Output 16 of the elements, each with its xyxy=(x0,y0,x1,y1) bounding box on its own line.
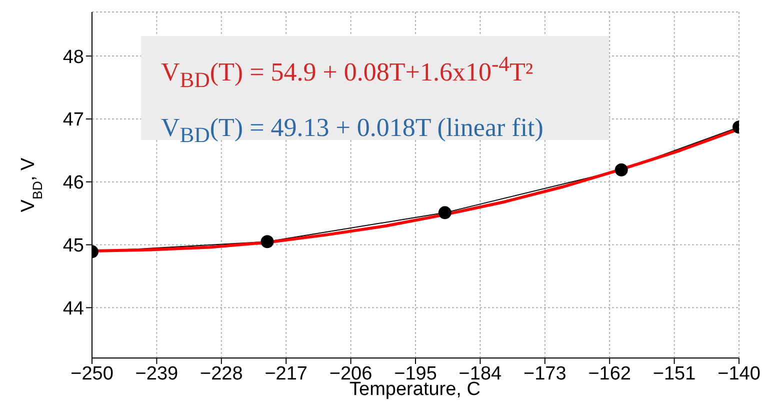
x-tick-label: −173 xyxy=(524,363,566,384)
x-tick-label: −151 xyxy=(652,363,696,384)
equation-box: V$_{BD}$(T) = 54.9 + 0.08T+1.6x10$^{-4}$T² V$_{BD}$(T) = 49.13 + 0.018T (linear fit) xyxy=(141,36,609,140)
x-tick-label: −217 xyxy=(264,363,308,384)
x-tick-label: −239 xyxy=(135,363,178,384)
y-tick-label: 47 xyxy=(62,110,84,131)
x-tick-label: −228 xyxy=(200,363,243,384)
y-tick-label: 48 xyxy=(62,46,84,68)
x-tick-label: −140 xyxy=(718,363,760,384)
x-tick-label: −162 xyxy=(588,363,631,384)
point xyxy=(438,206,452,220)
x-tick-label: −250 xyxy=(70,363,114,384)
y-tick-label: 45 xyxy=(62,236,84,257)
y-tick-label: 44 xyxy=(62,298,84,320)
y-tick-label: 46 xyxy=(62,172,84,194)
annotation: V$_{BD}$(T) = 54.9 + 0.08T+1.6x10$^{-4}$T² xyxy=(161,51,534,94)
